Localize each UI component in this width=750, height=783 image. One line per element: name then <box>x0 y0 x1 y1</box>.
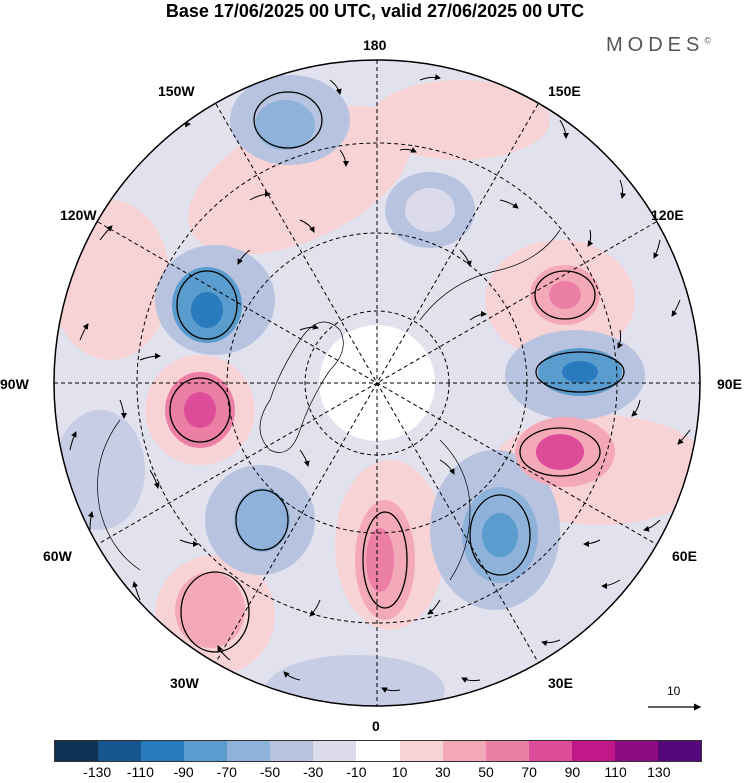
lon-label-120e: 120E <box>651 207 684 223</box>
lon-label-90w: 90W <box>0 376 29 392</box>
map-field <box>54 60 700 706</box>
colorbar-segment <box>485 741 529 761</box>
colorbar-segment <box>442 741 486 761</box>
lon-label-60w: 60W <box>43 548 72 564</box>
brand-name: MODES <box>606 34 705 56</box>
colorbar-tick-label: 110 <box>604 764 627 780</box>
lon-label-120w: 120W <box>60 207 97 223</box>
colorbar-tick-label: 70 <box>521 764 537 780</box>
colorbar-segment <box>270 741 314 761</box>
colorbar-segment <box>98 741 142 761</box>
lon-label-150w: 150W <box>158 83 195 99</box>
colorbar-tick-label: -110 <box>126 764 154 780</box>
modes-logo: MODES© <box>606 34 711 57</box>
colorbar-tick-label: -30 <box>303 764 324 780</box>
colorbar-segment <box>657 741 701 761</box>
lon-label-60e: 60E <box>672 548 697 564</box>
colorbar <box>54 740 702 762</box>
circulation-contours <box>169 91 625 653</box>
colorbar-tick-label: -130 <box>83 764 112 780</box>
lon-label-30w: 30W <box>170 675 199 691</box>
colorbar-segment <box>184 741 228 761</box>
colorbar-segment <box>356 741 400 761</box>
reference-vector-label: 10 <box>667 684 681 698</box>
colorbar-segment <box>571 741 615 761</box>
lon-label-0: 0 <box>372 718 380 734</box>
brand-copyright-mark: © <box>704 35 711 46</box>
colorbar-tick-label: 30 <box>435 764 451 780</box>
colorbar-tick-label: 50 <box>478 764 494 780</box>
lon-label-30e: 30E <box>548 675 573 691</box>
colorbar-segment <box>313 741 357 761</box>
colorbar-segment <box>55 741 99 761</box>
colorbar-tick-label: -10 <box>346 764 367 780</box>
lon-label-150e: 150E <box>548 83 581 99</box>
lon-label-90e: 90E <box>717 376 742 392</box>
coastlines <box>97 229 561 581</box>
colorbar-segment <box>399 741 443 761</box>
colorbar-tick-label: -50 <box>259 764 281 780</box>
lon-label-180: 180 <box>363 37 387 53</box>
colorbar-tick-label: 10 <box>391 764 408 780</box>
colorbar-tick-label: -90 <box>173 764 194 780</box>
map-title: Base 17/06/2025 00 UTC, valid 27/06/2025… <box>165 1 585 21</box>
colorbar-tick-label: 130 <box>647 764 671 780</box>
map-boundary <box>53 59 701 707</box>
colorbar-tick-label: 90 <box>564 764 581 780</box>
colorbar-segment <box>614 741 658 761</box>
colorbar-segment <box>141 741 185 761</box>
colorbar-segment <box>227 741 271 761</box>
colorbar-segment <box>528 741 572 761</box>
colorbar-tick-label: -70 <box>216 764 237 780</box>
